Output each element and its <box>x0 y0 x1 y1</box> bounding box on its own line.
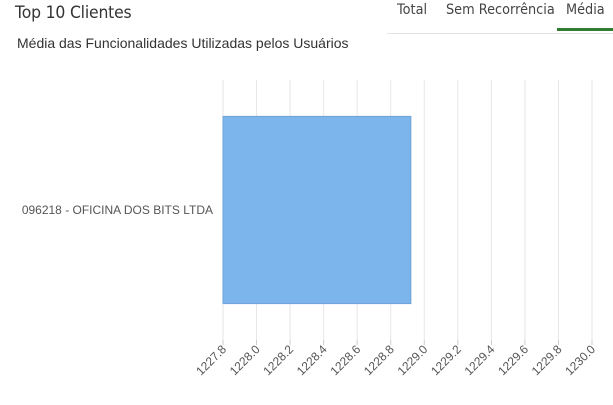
tick-label: 1227.8 <box>193 342 229 378</box>
value-axis: 1227.81228.01228.21228.41228.61228.81229… <box>193 342 598 378</box>
tick-label: 1229.0 <box>395 342 431 378</box>
metric-tabs: Total Sem Recorrência Média <box>387 0 613 34</box>
tick-label: 1229.4 <box>462 342 498 378</box>
tick-label: 1229.2 <box>428 342 464 378</box>
category-axis: 096218 - OFICINA DOS BITS LTDA <box>22 203 213 217</box>
bars <box>222 115 412 305</box>
tick-label: 1228.6 <box>327 342 363 378</box>
tick-label: 1228.0 <box>227 342 263 378</box>
chart-subtitle: Média das Funcionalidades Utilizadas pel… <box>17 35 349 51</box>
tick-label: 1228.8 <box>361 342 397 378</box>
tick-label: 1230.0 <box>562 342 598 378</box>
tab-media[interactable]: Média <box>566 2 605 18</box>
tick-label: 1229.6 <box>495 342 531 378</box>
panel-title: Top 10 Clientes <box>15 3 132 23</box>
tick-label: 1228.4 <box>294 342 330 378</box>
active-tab-indicator <box>557 28 613 31</box>
category-label: 096218 - OFICINA DOS BITS LTDA <box>22 203 213 217</box>
tick-label: 1229.8 <box>529 342 565 378</box>
bar[interactable] <box>222 115 412 305</box>
tab-total[interactable]: Total <box>397 2 428 18</box>
tab-sem-recorrencia[interactable]: Sem Recorrência <box>446 2 555 18</box>
tick-label: 1228.2 <box>260 342 296 378</box>
